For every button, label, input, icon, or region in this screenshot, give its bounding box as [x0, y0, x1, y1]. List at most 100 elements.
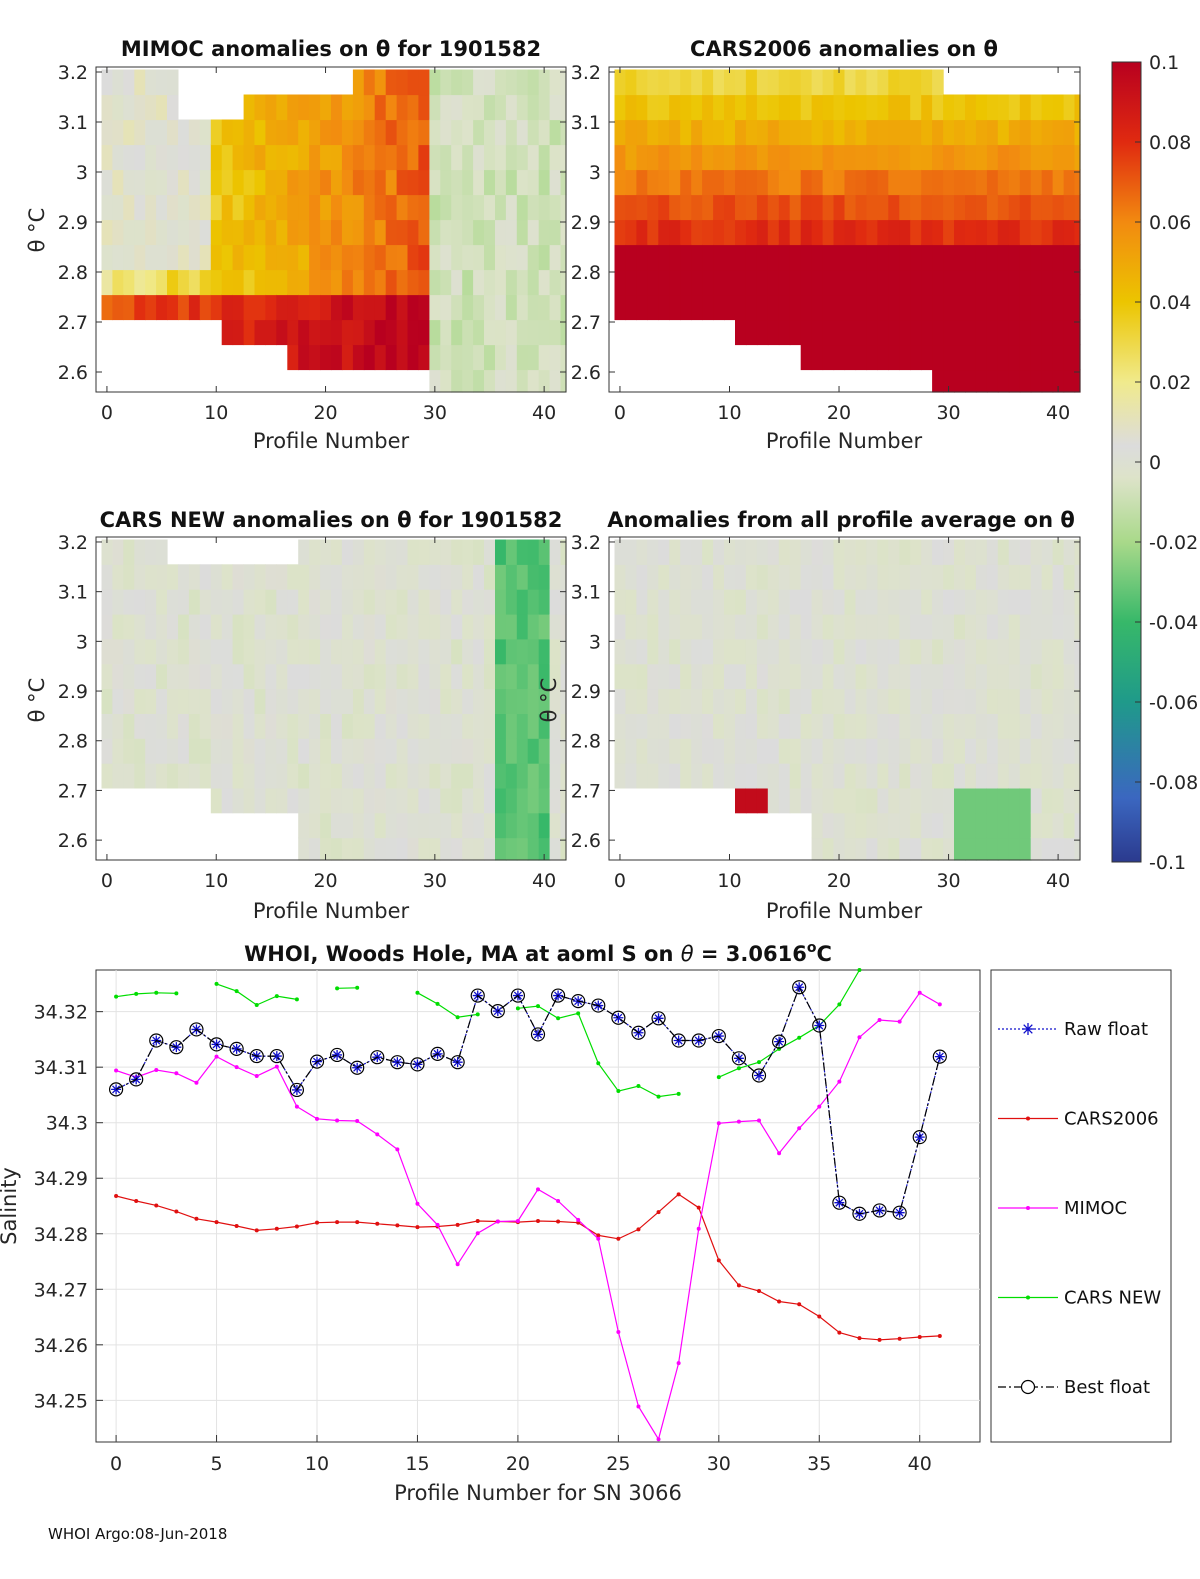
heatmap-cell: [167, 763, 179, 789]
heatmap-cell: [429, 294, 441, 321]
heatmap-cell: [767, 169, 780, 196]
heatmap-cell: [385, 294, 398, 321]
data-point: [656, 1094, 661, 1099]
heatmap-cell: [451, 319, 463, 346]
heatmap-cell: [877, 319, 889, 346]
data-point: [636, 1404, 641, 1409]
series-line: [417, 992, 478, 1018]
heatmap-cell: [396, 738, 409, 764]
heatmap-cell: [429, 738, 441, 764]
heatmap-cell: [1030, 787, 1043, 814]
heatmap-cell: [309, 539, 321, 565]
heatmap-cell: [462, 144, 474, 171]
y-tick-label: 3.1: [571, 582, 601, 604]
heatmap-cell: [767, 219, 780, 246]
heatmap-cell: [614, 144, 627, 171]
heatmap-cell: [735, 688, 747, 714]
heatmap-cell: [309, 564, 321, 590]
heatmap-cell: [134, 614, 146, 640]
heatmap-cell: [658, 94, 670, 121]
heatmap-cell: [320, 539, 332, 565]
legend-marker: [1022, 1023, 1034, 1035]
heatmap-cell: [800, 589, 813, 615]
heatmap-cell: [287, 738, 299, 764]
heatmap-cell: [855, 294, 868, 321]
heatmap-cell: [495, 564, 507, 590]
heatmap-cell: [560, 812, 567, 839]
heatmap-cell: [921, 589, 933, 615]
heatmap-cell: [1008, 539, 1021, 565]
heatmap-cell: [702, 638, 714, 665]
heatmap-cell: [724, 94, 736, 121]
heatmap-cell: [713, 169, 725, 196]
heatmap-cell: [560, 119, 567, 146]
heatmap-cell: [352, 638, 365, 665]
heatmap-cell: [320, 713, 332, 739]
heatmap-cell: [418, 344, 430, 371]
heatmap-cell: [997, 194, 1010, 221]
heatmap-cell: [778, 713, 791, 739]
heatmap-cell: [1019, 638, 1032, 665]
heatmap-cell: [516, 369, 529, 393]
heatmap-cell: [614, 119, 627, 146]
heatmap-cell: [844, 688, 857, 714]
heatmap-cell: [680, 219, 692, 246]
heatmap-cell: [910, 344, 922, 371]
heatmap-cell: [702, 244, 714, 271]
heatmap-cell: [724, 194, 736, 221]
heatmap-cell: [101, 738, 113, 764]
heatmap-cell: [691, 144, 703, 171]
heatmap-cell: [396, 638, 409, 665]
heatmap-cell: [822, 763, 835, 789]
heatmap-cell: [899, 564, 911, 590]
heatmap-cell: [614, 269, 627, 296]
heatmap-cell: [484, 837, 496, 861]
data-point: [736, 1283, 741, 1288]
heatmap-cell: [625, 169, 637, 196]
heatmap-cell: [614, 638, 627, 665]
data-point: [616, 1236, 621, 1241]
heatmap-cell: [866, 738, 878, 764]
heatmap-cell: [134, 688, 146, 714]
heatmap-cell: [954, 294, 966, 321]
data-point: [754, 1070, 764, 1081]
heatmap-cell: [320, 294, 332, 321]
heatmap-cell: [1052, 319, 1065, 346]
heatmap-cell: [188, 738, 201, 764]
heatmap-cell: [527, 837, 540, 861]
heatmap-cell: [1063, 663, 1076, 690]
heatmap-cell: [1041, 638, 1054, 665]
heatmap-cell: [789, 763, 802, 789]
heatmap-cell: [265, 663, 277, 690]
heatmap-cell: [888, 294, 900, 321]
y-tick-label: 34.29: [34, 1168, 88, 1190]
data-point: [591, 998, 606, 1013]
heatmap-cell: [374, 144, 387, 171]
heatmap-cell: [1008, 663, 1021, 690]
heatmap-cell: [899, 614, 911, 640]
heatmap-cell: [276, 94, 288, 121]
legend-marker: [1026, 1116, 1030, 1121]
heatmap-cell: [833, 319, 846, 346]
legend-marker: [1026, 1206, 1030, 1210]
heatmap-cell: [954, 119, 966, 146]
heatmap-cell: [298, 244, 310, 271]
heatmap-cell: [691, 69, 703, 96]
heatmap-cell: [374, 812, 387, 839]
heatmap-cell: [899, 319, 911, 346]
heatmap-cell: [1063, 219, 1076, 246]
heatmap-cell: [243, 194, 256, 221]
heatmap-cell: [341, 638, 354, 665]
heatmap-cell: [811, 94, 824, 121]
heatmap-cell: [221, 119, 234, 146]
salinity-series: [108, 968, 947, 1442]
heatmap-cell: [429, 787, 441, 814]
heatmap-cell: [538, 614, 551, 640]
colorbar-tick-label: 0.06: [1149, 212, 1191, 234]
heatmap-cell: [954, 713, 966, 739]
heatmap-cell: [407, 244, 419, 271]
data-point: [653, 1013, 664, 1024]
heatmap-cell: [462, 194, 474, 221]
heatmap-cell: [451, 763, 463, 789]
heatmap-cell: [254, 244, 266, 271]
